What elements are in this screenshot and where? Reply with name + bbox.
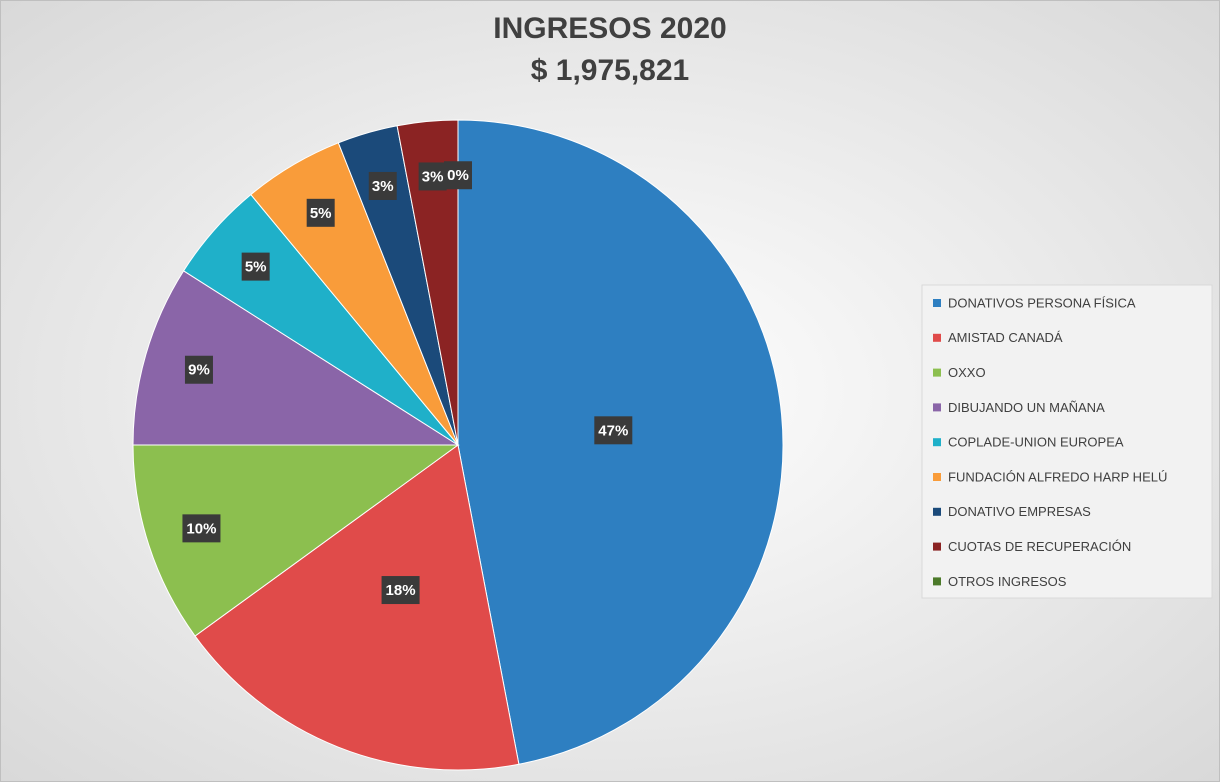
- legend-label: DONATIVOS PERSONA FÍSICA: [948, 295, 1136, 310]
- legend-swatch: [933, 333, 941, 342]
- pie: [132, 119, 784, 771]
- value-label-box: [594, 416, 633, 445]
- legend-label: DONATIVO EMPRESAS: [948, 504, 1091, 519]
- legend-swatch: [933, 542, 941, 551]
- value-label-box: [184, 355, 213, 384]
- value-label: 5%: [310, 205, 332, 222]
- value-labels: 47%18%10%9%5%5%3%3% 0%: [182, 161, 633, 605]
- value-label: 9%: [188, 362, 210, 379]
- value-label-box: [182, 514, 221, 543]
- value-label: 18%: [386, 582, 416, 599]
- value-label-box: [381, 576, 420, 605]
- legend-label: AMISTAD CANADÁ: [948, 330, 1063, 345]
- value-label: 47%: [598, 422, 628, 439]
- pie-slice: [132, 444, 460, 637]
- legend-label: CUOTAS DE RECUPERACIÓN: [948, 539, 1131, 554]
- value-label: 10%: [186, 520, 216, 537]
- legend-swatch: [933, 473, 941, 481]
- value-label: 3%: [422, 168, 444, 185]
- legend-swatch: [933, 577, 941, 586]
- legend-swatch: [933, 299, 941, 307]
- legend-swatch: [933, 403, 941, 412]
- legend-label: DIBUJANDO UN MAÑANA: [948, 400, 1105, 415]
- legend-label: COPLADE-UNION EUROPEA: [948, 435, 1124, 450]
- value-label: 3%: [372, 178, 394, 195]
- chart-subtitle: $ 1,975,821: [531, 54, 689, 87]
- value-label: 5%: [245, 259, 267, 276]
- legend: DONATIVOS PERSONA FÍSICA AMISTAD CANADÁ OX…: [933, 295, 1167, 589]
- chart-title: INGRESOS 2020: [493, 12, 726, 45]
- value-label-box: [418, 162, 447, 191]
- legend-label: OTROS INGRESOS: [948, 574, 1067, 589]
- legend-label: OXXO: [948, 365, 986, 380]
- value-label-box: [368, 171, 397, 200]
- value-label-box: [306, 198, 335, 227]
- pie-slice: [194, 444, 520, 771]
- value-label-box: [241, 252, 270, 281]
- legend-swatch: [933, 438, 941, 447]
- value-label-box: [444, 161, 472, 190]
- pie-slice: [132, 270, 460, 446]
- legend-swatch: [933, 368, 941, 377]
- legend-label: FUNDACIÓN ALFREDO HARP HELÚ: [948, 469, 1167, 484]
- value-label: 0%: [447, 167, 469, 184]
- legend-swatch: [933, 507, 941, 516]
- legend-box: [921, 284, 1213, 599]
